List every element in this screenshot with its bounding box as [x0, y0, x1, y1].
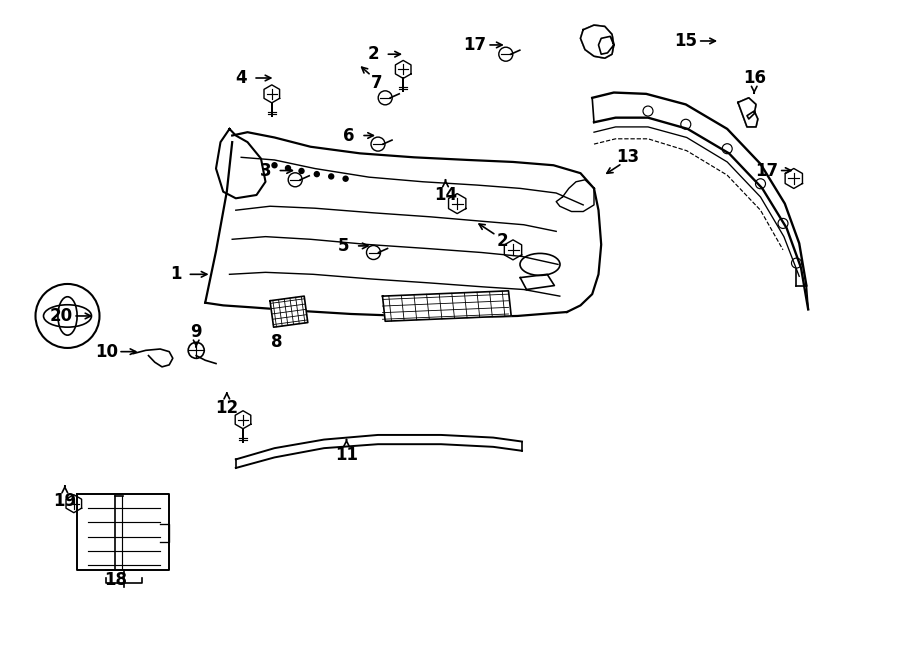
Text: 9: 9 — [191, 323, 202, 341]
Text: 20: 20 — [50, 307, 73, 325]
Text: 2: 2 — [497, 232, 508, 251]
Text: 17: 17 — [464, 36, 487, 54]
Text: 4: 4 — [236, 69, 247, 87]
Polygon shape — [270, 296, 308, 327]
Text: 12: 12 — [215, 399, 238, 418]
Circle shape — [299, 169, 304, 173]
Text: 6: 6 — [344, 126, 355, 145]
Circle shape — [366, 245, 381, 260]
Text: 17: 17 — [755, 161, 778, 180]
Text: 18: 18 — [104, 571, 127, 590]
Text: 8: 8 — [272, 333, 283, 352]
Text: 3: 3 — [260, 161, 271, 180]
Text: 14: 14 — [434, 186, 457, 204]
Text: 11: 11 — [335, 446, 358, 464]
Circle shape — [314, 172, 319, 176]
Circle shape — [272, 163, 277, 168]
Text: 19: 19 — [53, 492, 76, 510]
Text: 13: 13 — [616, 148, 640, 167]
Polygon shape — [580, 25, 614, 58]
Text: 1: 1 — [170, 265, 181, 284]
Circle shape — [499, 47, 513, 61]
Circle shape — [378, 91, 392, 105]
Text: 16: 16 — [742, 69, 766, 87]
Polygon shape — [738, 98, 758, 127]
Circle shape — [343, 176, 348, 181]
Text: 5: 5 — [338, 237, 349, 255]
Text: 15: 15 — [674, 32, 698, 50]
Polygon shape — [382, 291, 511, 321]
Text: 2: 2 — [368, 45, 379, 63]
Text: 10: 10 — [94, 342, 118, 361]
Circle shape — [328, 174, 334, 179]
Text: 7: 7 — [371, 73, 382, 92]
Circle shape — [371, 137, 385, 151]
Circle shape — [285, 166, 291, 171]
Circle shape — [288, 173, 302, 187]
